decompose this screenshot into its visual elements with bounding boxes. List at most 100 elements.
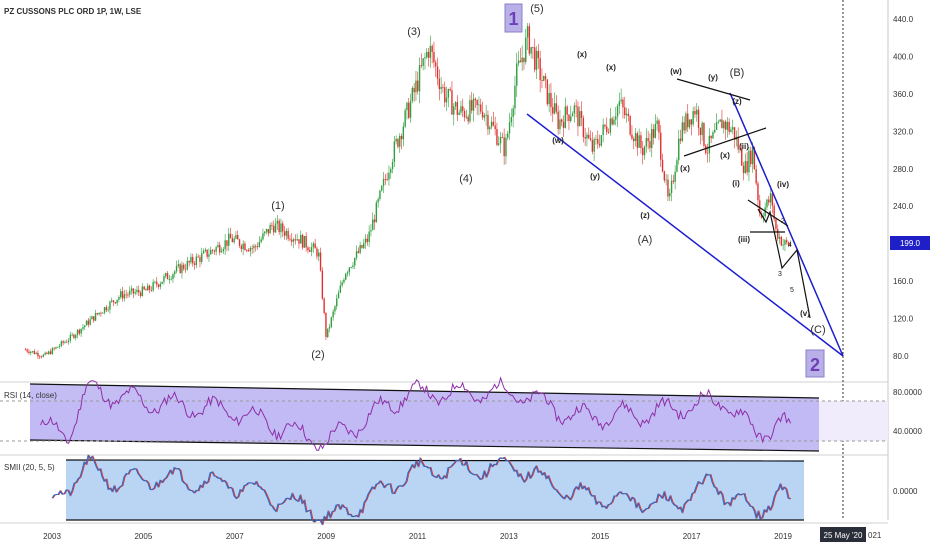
candle-body xyxy=(582,117,585,138)
candle-body xyxy=(307,247,309,251)
candle-body xyxy=(566,106,568,115)
candle-body xyxy=(202,251,205,254)
candle-body xyxy=(431,45,433,52)
candle-body xyxy=(98,312,100,315)
candle-body xyxy=(143,286,145,290)
candle-body xyxy=(467,116,469,122)
candle-body xyxy=(357,251,360,253)
smii-tick-0: 0.0000 xyxy=(893,487,918,496)
candle-body xyxy=(136,289,138,293)
small-wedge-top[interactable] xyxy=(747,199,789,227)
price-tick: 320.0 xyxy=(893,127,914,136)
wedge-line-top[interactable] xyxy=(676,78,751,101)
candle-body xyxy=(490,121,493,128)
price-tick: 160.0 xyxy=(893,277,914,286)
wave-label-x4: (x) xyxy=(720,151,730,160)
wave-label-p5: (5) xyxy=(530,3,543,15)
candle-body xyxy=(206,249,208,257)
candle-body xyxy=(390,169,392,173)
candle-body xyxy=(228,233,230,246)
candle-body xyxy=(195,256,198,265)
candle-body xyxy=(769,193,772,203)
main-price-panel[interactable]: PZ CUSSONS PLC ORD 1P, 1W, LSE 1 2 (1) (… xyxy=(0,0,888,520)
time-axis[interactable]: 2003 2005 2007 2009 2011 2013 2015 2017 2019 25 … xyxy=(43,527,882,542)
wedge-drawings[interactable] xyxy=(676,78,811,319)
candle-body xyxy=(507,133,509,138)
candle-body xyxy=(413,87,415,93)
candle-body xyxy=(363,243,365,248)
candle-body xyxy=(404,110,406,127)
candle-body xyxy=(312,243,315,248)
candle-body xyxy=(215,247,217,252)
last-price-badge xyxy=(890,236,930,250)
candle-body xyxy=(593,139,595,152)
smii-panel[interactable]: SMII (20, 5, 5) 0.0000 xyxy=(0,454,918,526)
candle-body xyxy=(573,105,576,114)
candle-body xyxy=(305,236,307,248)
candle-body xyxy=(332,311,334,318)
candle-body xyxy=(44,352,46,355)
smii-line xyxy=(51,454,791,526)
candle-body xyxy=(355,251,358,258)
candle-body xyxy=(282,223,284,232)
candle-body xyxy=(39,356,41,358)
candle-body xyxy=(784,240,786,245)
candle-body xyxy=(48,351,50,354)
candle-body xyxy=(267,229,270,234)
candle-body xyxy=(368,231,370,242)
candle-body xyxy=(471,100,473,111)
candle-body xyxy=(375,202,378,223)
candle-body xyxy=(415,80,417,93)
candle-body xyxy=(418,65,421,92)
candle-body xyxy=(427,51,430,58)
candle-body xyxy=(296,239,298,241)
candle-body xyxy=(246,250,248,251)
candle-body xyxy=(705,145,707,153)
candle-body xyxy=(535,50,538,70)
wave-label-i: (i) xyxy=(732,179,740,188)
rsi-panel[interactable]: RSI (14, close) 80.0000 40.0000 xyxy=(0,376,922,456)
candle-body xyxy=(611,118,613,125)
candle-body xyxy=(494,125,496,130)
candle-body xyxy=(411,87,414,102)
candle-body xyxy=(291,239,293,242)
candle-body xyxy=(618,101,621,106)
candle-body xyxy=(660,132,662,160)
cursor-date-label: 25 May '20 xyxy=(824,531,863,540)
candle-body xyxy=(609,118,612,133)
candle-body xyxy=(318,252,320,257)
candle-body xyxy=(406,102,408,111)
time-tick: 2011 xyxy=(409,532,427,541)
trendlines[interactable] xyxy=(526,92,844,357)
candle-body xyxy=(739,148,741,150)
smii-channel-top[interactable] xyxy=(65,459,805,462)
candle-body xyxy=(127,294,129,296)
candle-body xyxy=(64,341,66,343)
candle-body xyxy=(265,229,268,232)
rsi-channel-bottom[interactable] xyxy=(29,439,820,452)
candle-body xyxy=(717,121,720,123)
candle-body xyxy=(724,121,727,130)
candle-body xyxy=(129,290,131,295)
candle-body xyxy=(561,119,563,122)
candle-body xyxy=(440,86,442,90)
candle-body xyxy=(118,297,120,300)
wave-label-y1: (y) xyxy=(590,172,600,181)
lower-trendline[interactable] xyxy=(526,113,844,357)
price-axis[interactable]: 440.0 400.0 360.0 320.0 280.0 240.0 160.0 120.0… xyxy=(887,0,930,520)
rsi-line xyxy=(40,376,792,451)
wedge-line-bottom[interactable] xyxy=(683,127,767,157)
wave-label-pA: (A) xyxy=(638,234,653,246)
candle-body xyxy=(555,103,558,112)
candle-body xyxy=(100,312,102,314)
candle-body xyxy=(55,346,57,349)
candle-body xyxy=(328,326,331,329)
candle-body xyxy=(382,178,385,187)
smii-channel-fill xyxy=(66,460,804,520)
candle-body xyxy=(408,102,410,118)
impulse-subwaves[interactable] xyxy=(757,208,811,319)
rsi-tick-40: 40.0000 xyxy=(893,427,922,436)
candle-body xyxy=(402,126,405,140)
candle-body xyxy=(397,138,399,147)
